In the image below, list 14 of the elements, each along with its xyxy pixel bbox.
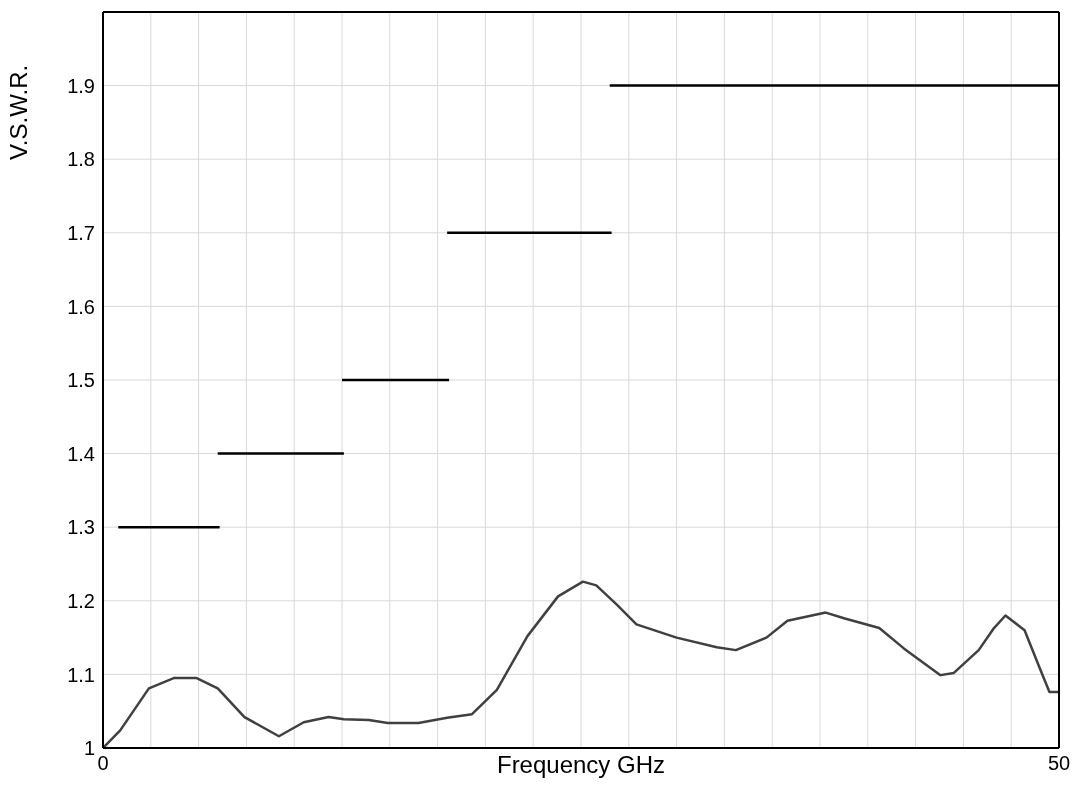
y-tick-label: 1.7 [67, 221, 95, 244]
y-tick-label: 1.9 [67, 74, 95, 97]
y-tick-label: 1.3 [67, 516, 95, 539]
y-tick-label: 1.1 [67, 663, 95, 686]
x-axis-title: Frequency GHz [496, 751, 666, 779]
y-tick-label: 1 [83, 737, 95, 760]
x-tick-label: 50 [1047, 752, 1071, 775]
y-tick-label: 1.2 [67, 589, 95, 612]
y-tick-label: 1.6 [67, 295, 95, 318]
y-tick-label: 1.4 [67, 442, 95, 465]
y-tick-label: 1.5 [67, 369, 95, 392]
y-axis-title: V.S.W.R. [4, 64, 32, 160]
y-tick-label: 1.8 [67, 148, 95, 171]
x-tick-label: 0 [97, 752, 109, 775]
